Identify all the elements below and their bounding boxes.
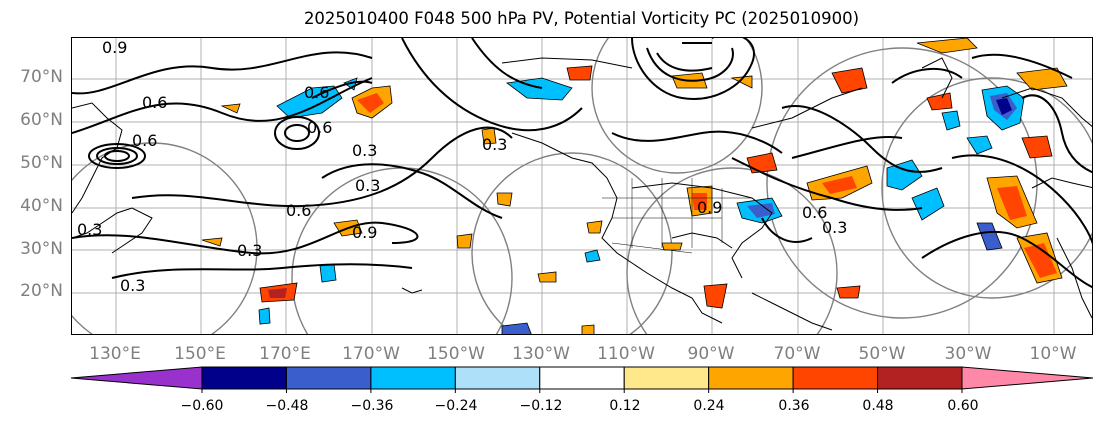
contour-label: 0.9 [102, 38, 127, 57]
lon-label-130e: 130°E [89, 344, 141, 364]
colorbar-cell [708, 366, 794, 390]
lon-label-50w: 50°W [858, 344, 906, 364]
lon-label-150w: 150°W [427, 344, 485, 364]
colorbar-tick-label: 0.12 [609, 398, 641, 414]
colorbar-tick-label: −0.12 [519, 398, 563, 414]
positive-pv-areas [201, 38, 1068, 334]
lon-label-10w: 10°W [1029, 344, 1077, 364]
colorbar-tick-label: 0.24 [693, 398, 725, 414]
colorbar-tick-label: 0.60 [947, 398, 979, 414]
borders [602, 178, 752, 254]
contour-label: 0.3 [77, 220, 102, 239]
map-panel: 0.9 0.6 0.6 0.6 0.3 0.3 0.6 0.9 0.3 0.3 … [71, 37, 1093, 335]
coastlines [72, 57, 1092, 331]
colorbar-cell [539, 366, 625, 390]
contour-label: 0.6 [132, 131, 157, 150]
lon-label-110w: 110°W [597, 344, 655, 364]
colorbar-cell [792, 366, 879, 390]
lat-label-50n: 50°N [20, 153, 63, 173]
lat-label-30n: 30°N [20, 239, 63, 259]
lon-label-30w: 30°W [944, 344, 992, 364]
colorbar-tick-label: −0.60 [180, 398, 224, 414]
colorbar-tick-label: 0.36 [778, 398, 810, 414]
lon-label-90w: 90°W [687, 344, 735, 364]
colorbar-extend-max [961, 366, 1094, 390]
contour-label: 0.6 [307, 118, 332, 137]
colorbar-cell [623, 366, 710, 390]
colorbar-cell [201, 366, 287, 390]
contour-label: 0.3 [355, 176, 380, 195]
lat-label-60n: 60°N [20, 110, 63, 130]
contour-label: 0.3 [237, 241, 262, 260]
map-canvas: 0.9 0.6 0.6 0.6 0.3 0.3 0.6 0.9 0.3 0.3 … [72, 38, 1092, 334]
negative-pv-areas [258, 77, 1025, 334]
contour-label: 0.6 [304, 83, 329, 102]
contour-label: 0.3 [120, 276, 145, 295]
colorbar-cell [454, 366, 541, 390]
colorbar-tick-label: −0.36 [350, 398, 394, 414]
colorbar-cell [285, 366, 372, 390]
colorbar-cell [370, 366, 456, 390]
lon-label-70w: 70°W [773, 344, 821, 364]
map-title: 2025010400 F048 500 hPa PV, Potential Vo… [303, 9, 860, 28]
colorbar-tick-label: 0.48 [862, 398, 894, 414]
lon-label-170e: 170°E [259, 344, 311, 364]
contour-label: 0.9 [697, 198, 722, 217]
lon-label-130w: 130°W [512, 344, 570, 364]
contour-label: 0.9 [352, 223, 377, 242]
colorbar-extend-min [70, 366, 203, 390]
pv-contours [72, 38, 1092, 289]
colorbar-tick-label: −0.48 [265, 398, 309, 414]
contour-label: 0.3 [822, 218, 847, 237]
contour-label: 0.6 [286, 201, 311, 220]
lat-label-40n: 40°N [20, 196, 63, 216]
lat-label-20n: 20°N [20, 281, 63, 301]
contour-label: 0.6 [802, 203, 827, 222]
lon-label-150e: 150°E [174, 344, 226, 364]
contour-labels: 0.9 0.6 0.6 0.6 0.3 0.3 0.6 0.9 0.3 0.3 … [77, 38, 847, 295]
lat-label-70n: 70°N [20, 67, 63, 87]
colorbar-tick-label: −0.24 [434, 398, 478, 414]
contour-label: 0.3 [352, 141, 377, 160]
contour-label: 0.6 [142, 93, 167, 112]
colorbar-cell [877, 366, 963, 390]
contour-label: 0.3 [482, 135, 507, 154]
lon-label-170w: 170°W [342, 344, 400, 364]
